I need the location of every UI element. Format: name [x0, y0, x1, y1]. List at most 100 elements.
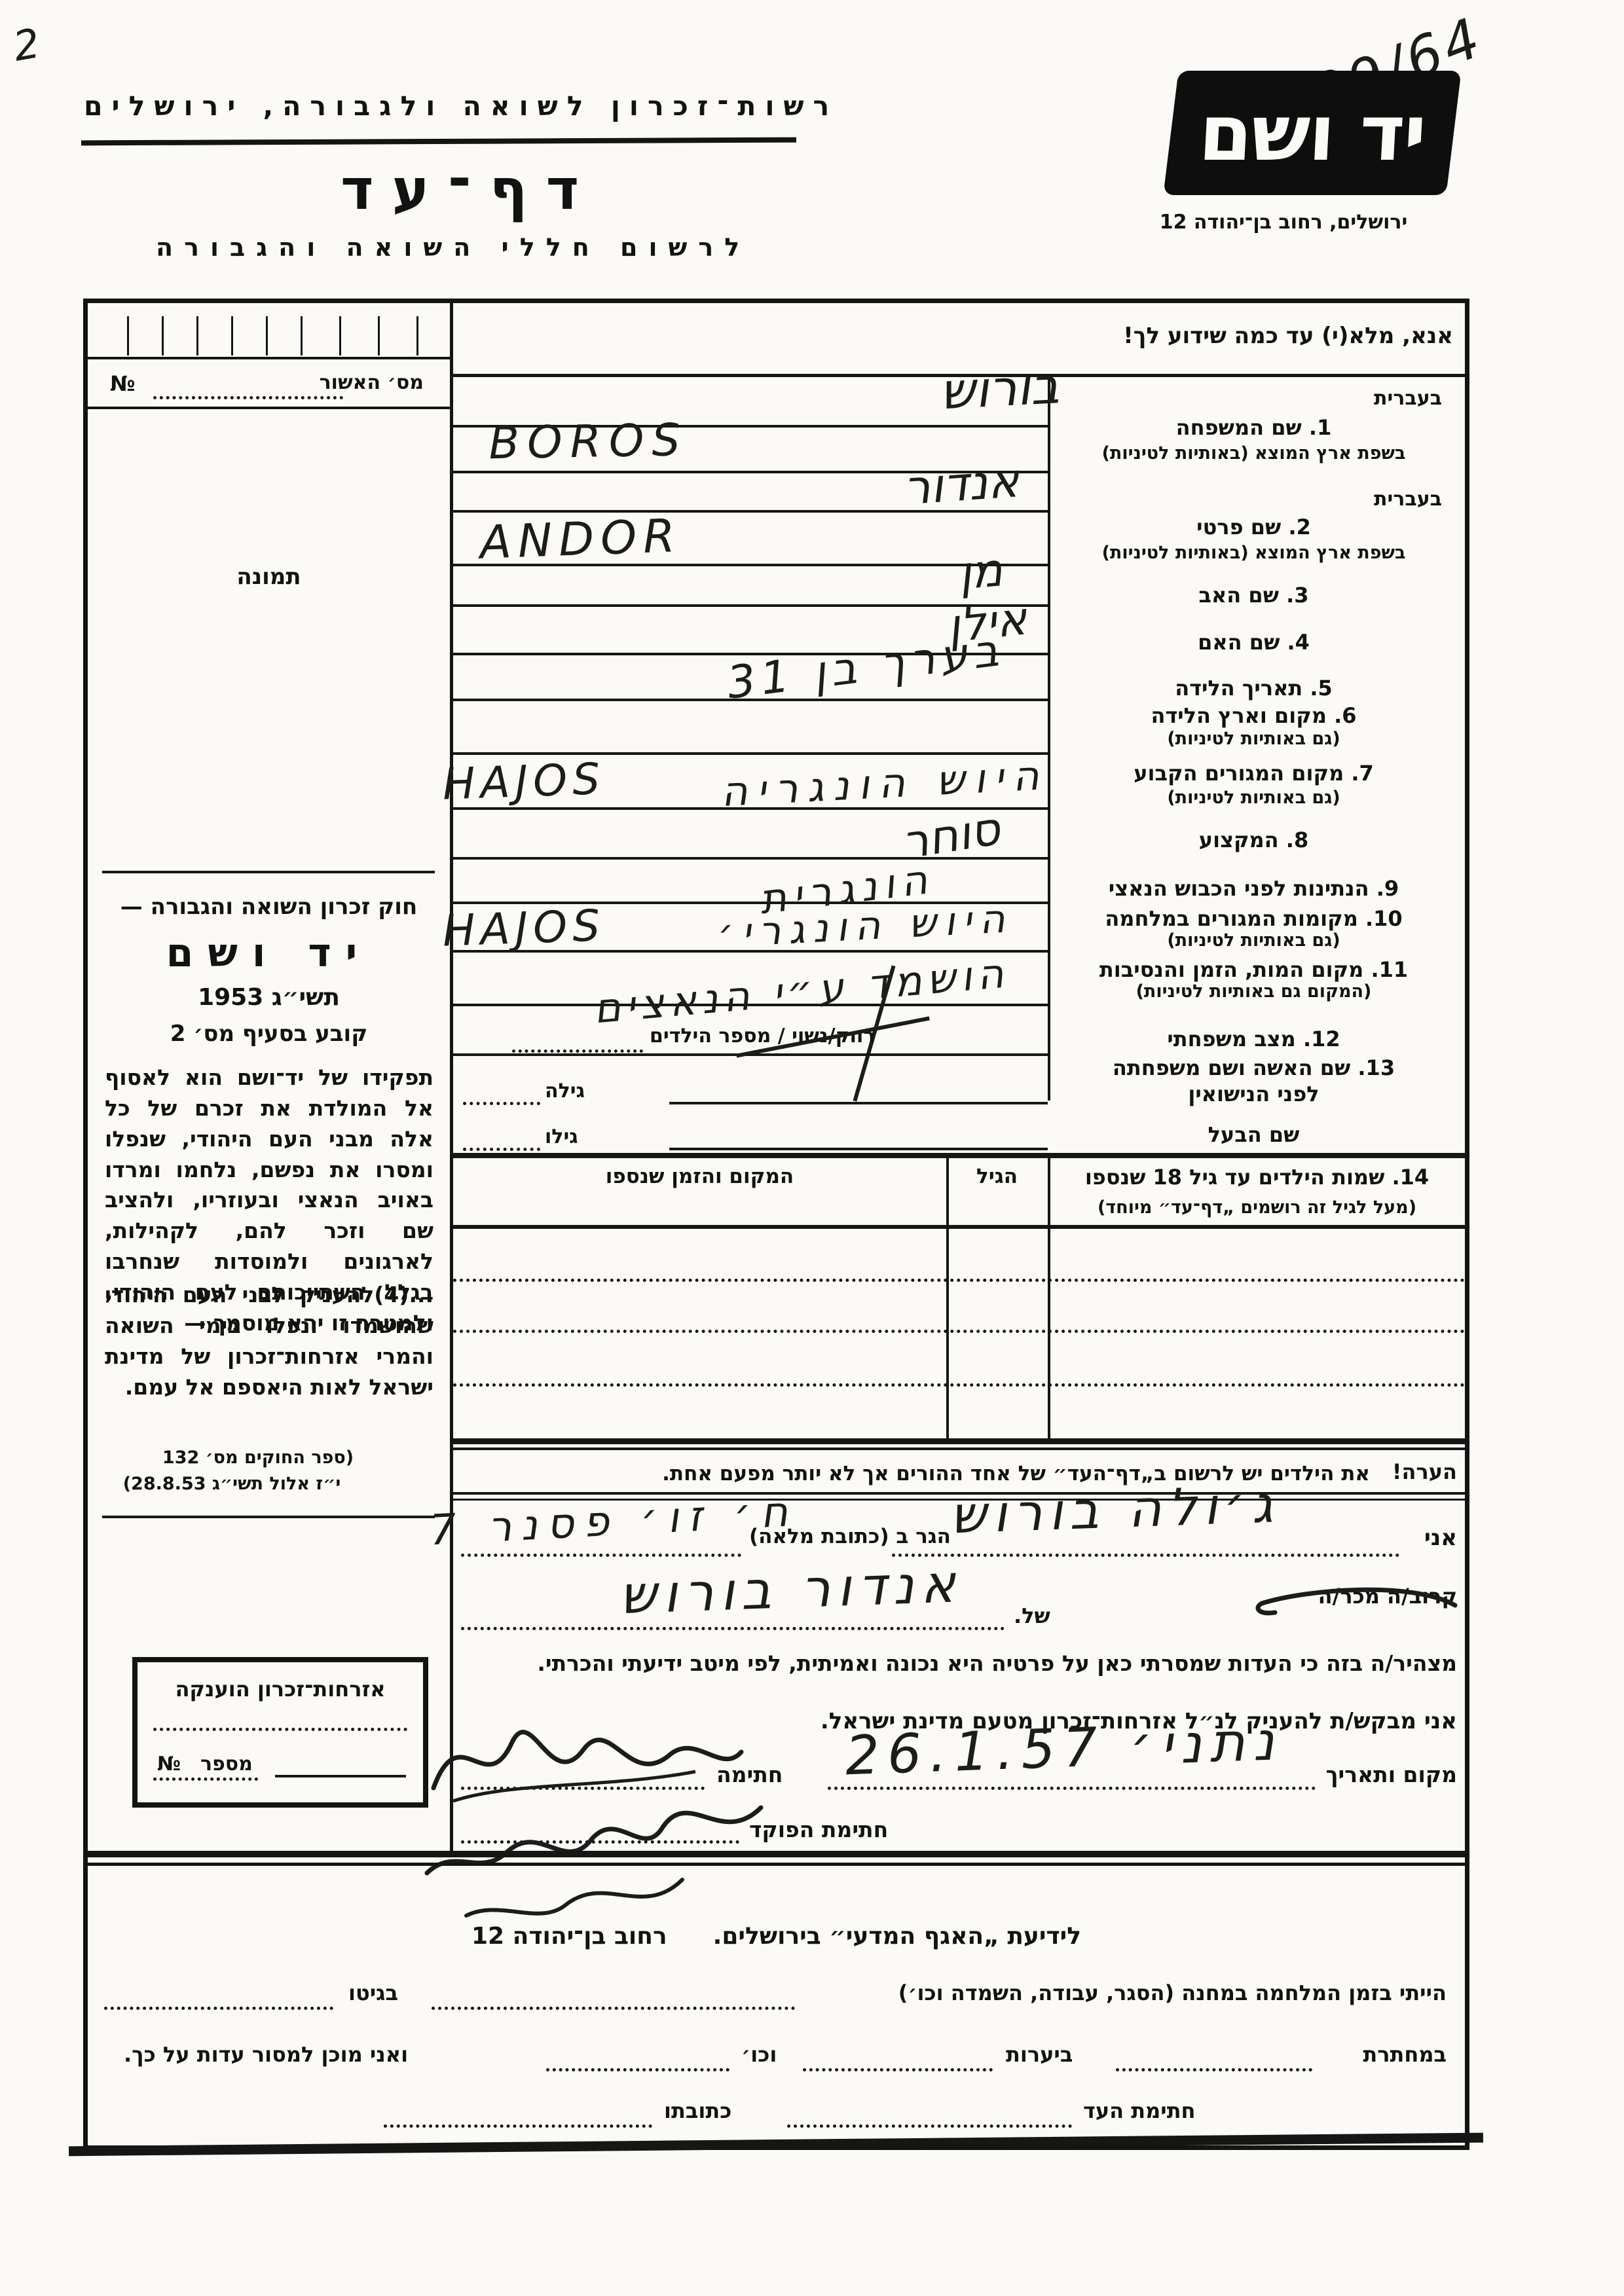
citizenship-box: אזרחות־זכרון הוענקה מספר №: [132, 1657, 428, 1808]
law-title: יד ושם: [166, 930, 372, 976]
declaration-line2: אני מבקש/ת להעניק לנ״ל אזרחות־זכרון מטעם…: [820, 1708, 1457, 1734]
field6-line: [453, 752, 1048, 755]
field4-line: [453, 653, 1048, 655]
label-column-divider: [1048, 374, 1050, 1101]
field7-line: [453, 807, 1048, 810]
field7-hebrew-handwriting: היוש הונגריה: [720, 751, 1050, 816]
declaration-line1: מצהיר/ה בזה כי העדות שמסרתי כאן על פרטיה…: [537, 1650, 1457, 1676]
witness-i-label: אני: [1424, 1525, 1457, 1551]
page-number-handwritten: 2: [9, 19, 44, 71]
form-subtitle: לרשום חללי השואה והגבורה: [156, 233, 751, 262]
law-source-line1: (ספר החוקים מס׳ 132: [162, 1448, 354, 1468]
relation-of-line: [461, 1627, 1005, 1630]
compartment-rule-a: [88, 1851, 1465, 1857]
clerk-signature-line: [461, 1840, 739, 1844]
field1-hebrew-line: [453, 425, 1048, 428]
law-bottom-rule: [102, 1516, 435, 1518]
ruler-tick: [378, 316, 380, 355]
etc-label: וכו׳: [741, 2042, 777, 2067]
relation-of-label: של.: [1014, 1603, 1050, 1628]
field8-line: [453, 857, 1048, 860]
yad-vashem-logo-text: יד ושם: [1196, 88, 1428, 178]
bottom-heading-address: רחוב בן־יהודה 12: [471, 1923, 667, 1950]
witness-name-handwriting: ג׳ולה בורוש: [949, 1475, 1280, 1546]
field12-label: 12. מצב משפחתי: [1167, 1027, 1340, 1051]
children-row-line: [453, 1330, 1465, 1333]
clerk-signature-scrawl: [424, 1805, 764, 1918]
citizenship-line: [153, 1728, 407, 1731]
field1-sub-label: בשפת ארץ המוצא (באותיות לטיניות): [1101, 443, 1406, 464]
field7-label: 7. מקום המגורים הקבוע: [1134, 761, 1374, 786]
field1-lang-label: בעברית: [1374, 387, 1442, 410]
relation-of-handwriting: אנדור בורוש: [618, 1553, 963, 1626]
fields-region: אנא, מלא(י) עד כמה שידוע לך! בעברית 1. ש…: [424, 303, 1465, 1918]
field1-label: 1. שם המשפחה: [1175, 415, 1332, 440]
fill-in-instruction: אנא, מלא(י) עד כמה שידוע לך!: [1123, 323, 1453, 349]
photo-placeholder-label: תמונה: [236, 564, 301, 590]
signature-label: חתימה: [716, 1762, 783, 1787]
field3-label: 3. שם האב: [1198, 583, 1309, 608]
citizenship-number-label: מספר: [200, 1753, 253, 1776]
field2-latin-handwriting: ANDOR: [479, 509, 683, 570]
witness-signature-label: חתימת העד: [1083, 2098, 1196, 2123]
law-top-rule: [102, 871, 435, 873]
field2-lang-label: בעברית: [1374, 488, 1442, 511]
field4-label: 4. שם האם: [1198, 630, 1310, 655]
witness-residing-label: הגר ב (כתובת מלאה): [749, 1525, 951, 1548]
field9-line: [453, 902, 1048, 904]
field9-label: 9. הנתינות לפני הכבוש הנאצי: [1108, 876, 1399, 901]
authority-underline: [81, 137, 797, 146]
law-source-line2: י״ז אלול תשי״ג 28.8.53): [122, 1474, 341, 1494]
clerk-signature-label: חתימת הפוקד: [749, 1817, 889, 1842]
citizenship-number-dots: [153, 1777, 258, 1781]
field2-label: 2. שם פרטי: [1196, 515, 1311, 539]
column-divider: [450, 303, 453, 1851]
field10-sub-label: (גם באותיות לטיניות): [1167, 930, 1340, 951]
law-paragraph-2: ‏...(4)להעניק לבני העם היהודי שהושמדו ונ…: [105, 1282, 434, 1400]
section-double-rule-a: [453, 1438, 1465, 1444]
ruler-tick: [266, 316, 268, 355]
field6-sub-label: (גם באותיות לטיניות): [1167, 729, 1340, 749]
field11-handwriting: הושמד ע״י הנאצים: [591, 949, 1011, 1033]
field11-sub-label: (המקום גם באותיות לטיניות): [1135, 981, 1372, 1002]
husband-age-label: גילו: [545, 1125, 578, 1148]
divider-line: [88, 357, 450, 359]
field1-hebrew-handwriting: בורוש: [938, 356, 1061, 421]
field11-label: 11. מקום המות, הזמן והנסיבות: [1099, 957, 1409, 982]
field2-latin-line: [453, 564, 1048, 566]
ruler-tick: [231, 316, 233, 355]
logo-address: ירושלים, רחוב בן־יהודה 12: [1159, 211, 1408, 234]
field12-dots: [512, 1049, 643, 1053]
field3-line: [453, 604, 1048, 607]
form-body-frame: מס׳ האשור № תמונה חוק זכרון השואה והגבור…: [83, 299, 1469, 2150]
field11-line: [453, 1004, 1048, 1006]
ruler-tick: [196, 316, 198, 355]
field13-label-line2: לפני הנישואין: [1188, 1082, 1320, 1106]
ruler-tick: [127, 316, 129, 355]
note-text: את הילדים יש לרשום ב„דף־העד״ של אחד ההור…: [662, 1462, 1370, 1485]
witness-address-bottom-line: [384, 2124, 652, 2128]
witness-address-line: [461, 1554, 741, 1557]
field13-age-label: גילה: [545, 1080, 585, 1102]
children-table-divider: [946, 1153, 949, 1438]
compartment-rule-b: [88, 1863, 1465, 1866]
etc-line: [546, 2068, 729, 2071]
children-header-rule: [453, 1225, 1465, 1229]
field5-label: 5. תאריך הלידה: [1175, 676, 1333, 701]
field10-latin-handwriting: HAJOS: [441, 900, 606, 957]
field13-line: [669, 1102, 1048, 1104]
field13-age-dots: [463, 1102, 540, 1105]
field10-label: 10. מקומות המגורים במלחמה: [1105, 906, 1403, 931]
citizenship-no-symbol: №: [157, 1753, 181, 1776]
left-column: מס׳ האשור № תמונה חוק זכרון השואה והגבור…: [88, 303, 450, 1851]
field7-sub-label: (גם באותיות לטיניות): [1167, 788, 1340, 808]
approval-number-label: מס׳ האשור: [319, 371, 424, 394]
children-row-line: [453, 1383, 1465, 1387]
camp-answer-line: [432, 2007, 795, 2010]
ghetto-label: בגיטו: [348, 1980, 398, 2005]
bottom-heading: לידיעת „האגף המדעי״ בירושלים.: [712, 1923, 1082, 1950]
children-row-line: [453, 1279, 1465, 1282]
law-year: תשי״ג 1953: [198, 984, 340, 1011]
note-label: הערה!: [1392, 1459, 1457, 1484]
